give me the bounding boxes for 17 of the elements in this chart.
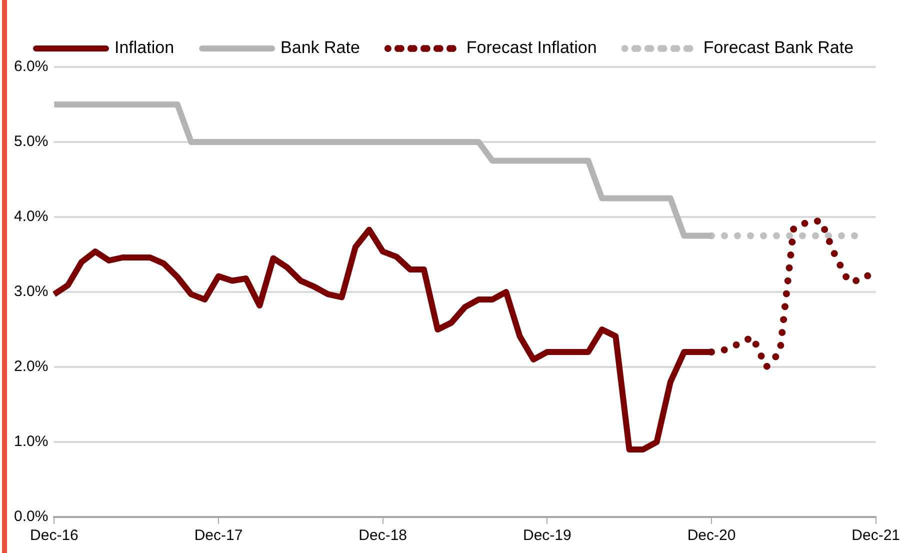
y-tick-label: 2.0% — [14, 358, 48, 376]
x-tick-label: Dec-21 — [852, 527, 900, 544]
x-tick-label: Dec-18 — [358, 527, 408, 544]
legend-label: Bank Rate — [280, 38, 360, 58]
x-tick-label: Dec-16 — [30, 527, 78, 544]
x-tick-label: Dec-20 — [687, 527, 736, 544]
x-tick-label: Dec-17 — [194, 527, 243, 544]
y-tick-label: 1.0% — [14, 433, 48, 450]
legend-label: Inflation — [114, 38, 174, 58]
y-tick-label: 6.0% — [14, 58, 48, 76]
legend-label: Forecast Inflation — [466, 38, 597, 58]
y-tick-label: 4.0% — [14, 208, 48, 226]
y-tick-label: 5.0% — [14, 133, 48, 150]
y-tick-label: 0.0% — [14, 508, 48, 526]
legend-label: Forecast Bank Rate — [703, 38, 854, 58]
x-tick-label: Dec-19 — [522, 527, 572, 544]
y-tick-label: 3.0% — [14, 283, 48, 300]
